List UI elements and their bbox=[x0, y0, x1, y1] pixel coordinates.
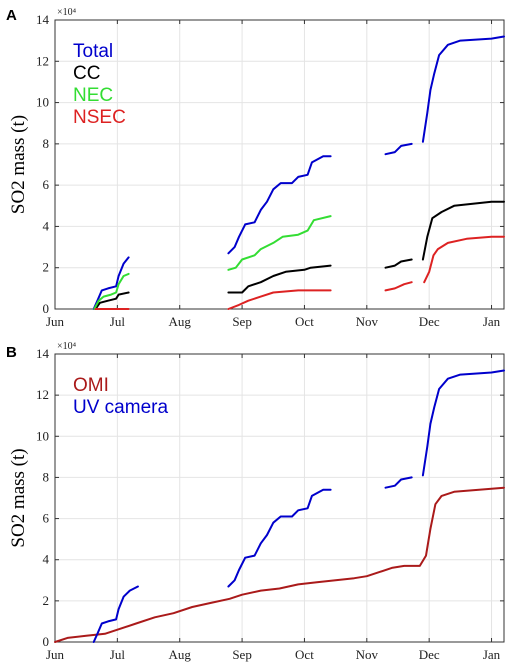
series-nec bbox=[93, 215, 332, 310]
plot-area-frame bbox=[54, 353, 505, 643]
y-tick-label: 4 bbox=[43, 218, 50, 233]
series-line-segment bbox=[227, 289, 332, 310]
y-tick-label: 2 bbox=[43, 260, 50, 275]
series-line-segment bbox=[423, 235, 505, 284]
legend-entry: CC bbox=[73, 63, 100, 84]
series-line-segment bbox=[421, 369, 505, 477]
series-line-segment bbox=[93, 272, 130, 310]
y-tick-label: 0 bbox=[43, 634, 50, 649]
y-tick-label: 10 bbox=[36, 95, 49, 110]
y-axis-label: SO2 mass (t) bbox=[8, 448, 29, 547]
x-tick-label: Oct bbox=[295, 647, 314, 662]
series-line-segment bbox=[94, 291, 130, 310]
series-line-segment bbox=[227, 215, 332, 271]
y-tick-label: 6 bbox=[43, 511, 50, 526]
x-tick-label: Oct bbox=[295, 314, 314, 329]
series-line-segment bbox=[54, 486, 505, 643]
plot-area-frame bbox=[54, 19, 505, 310]
series-line-segment bbox=[384, 476, 413, 489]
x-tick-label: Aug bbox=[169, 314, 192, 329]
series-uv-camera bbox=[92, 369, 505, 643]
y-tick-label: 4 bbox=[43, 552, 50, 567]
series-line-segment bbox=[384, 258, 413, 269]
x-tick-label: Jan bbox=[483, 647, 501, 662]
panel-label: A bbox=[6, 7, 17, 24]
series-nsec bbox=[94, 235, 505, 310]
series-line-segment bbox=[227, 488, 332, 588]
series-line-segment bbox=[384, 281, 413, 292]
series-cc bbox=[94, 200, 505, 310]
chart-panel-b: Jun Jul Aug Sep Oct Nov Dec Jan 0 2 4 6 8 10 12 14 ×10⁴ B… bbox=[6, 341, 505, 662]
y-axis-label: SO2 mass (t) bbox=[8, 115, 29, 214]
series-line-segment bbox=[92, 256, 130, 310]
y-tick-label: 8 bbox=[43, 469, 50, 484]
series-line-segment bbox=[227, 264, 332, 294]
x-tick-label: Nov bbox=[356, 314, 379, 329]
series-total bbox=[92, 35, 505, 310]
series-line-segment bbox=[421, 35, 505, 143]
legend-entry: NSEC bbox=[73, 107, 126, 128]
y-tick-label: 0 bbox=[43, 301, 50, 316]
x-tick-label: Nov bbox=[356, 647, 379, 662]
legend-entry: OMI bbox=[73, 375, 109, 396]
x-tick-label: Jun bbox=[46, 314, 65, 329]
y-scale-exponent: ×10⁴ bbox=[57, 7, 77, 18]
x-tick-label: Jun bbox=[46, 647, 65, 662]
x-tick-label: Jan bbox=[483, 314, 501, 329]
y-scale-exponent: ×10⁴ bbox=[57, 341, 77, 352]
x-tick-label: Dec bbox=[419, 314, 440, 329]
series-line-segment bbox=[421, 200, 505, 261]
series-omi bbox=[54, 486, 505, 643]
y-tick-label: 14 bbox=[36, 12, 50, 27]
legend-entry: Total bbox=[73, 41, 113, 62]
y-tick-label: 12 bbox=[36, 53, 49, 68]
x-tick-label: Sep bbox=[232, 647, 252, 662]
y-tick-label: 12 bbox=[36, 387, 49, 402]
x-tick-label: Dec bbox=[419, 647, 440, 662]
series-line-segment bbox=[92, 585, 139, 643]
series-line-segment bbox=[227, 155, 332, 255]
x-tick-label: Sep bbox=[232, 314, 252, 329]
series-line-segment bbox=[384, 142, 413, 156]
y-tick-label: 8 bbox=[43, 136, 50, 151]
x-tick-label: Aug bbox=[169, 647, 192, 662]
x-tick-label: Jul bbox=[110, 314, 126, 329]
chart-panel-a: Jun Jul Aug Sep Oct Nov Dec Jan 0 2 4 6 8 10 12 14 ×10⁴ A… bbox=[6, 7, 505, 329]
y-tick-label: 6 bbox=[43, 177, 50, 192]
y-tick-label: 14 bbox=[36, 346, 50, 361]
panel-label: B bbox=[6, 344, 17, 361]
legend-entry: UV camera bbox=[73, 397, 168, 418]
legend-entry: NEC bbox=[73, 85, 113, 106]
x-tick-label: Jul bbox=[110, 647, 126, 662]
y-tick-label: 2 bbox=[43, 593, 50, 608]
y-tick-label: 10 bbox=[36, 428, 49, 443]
